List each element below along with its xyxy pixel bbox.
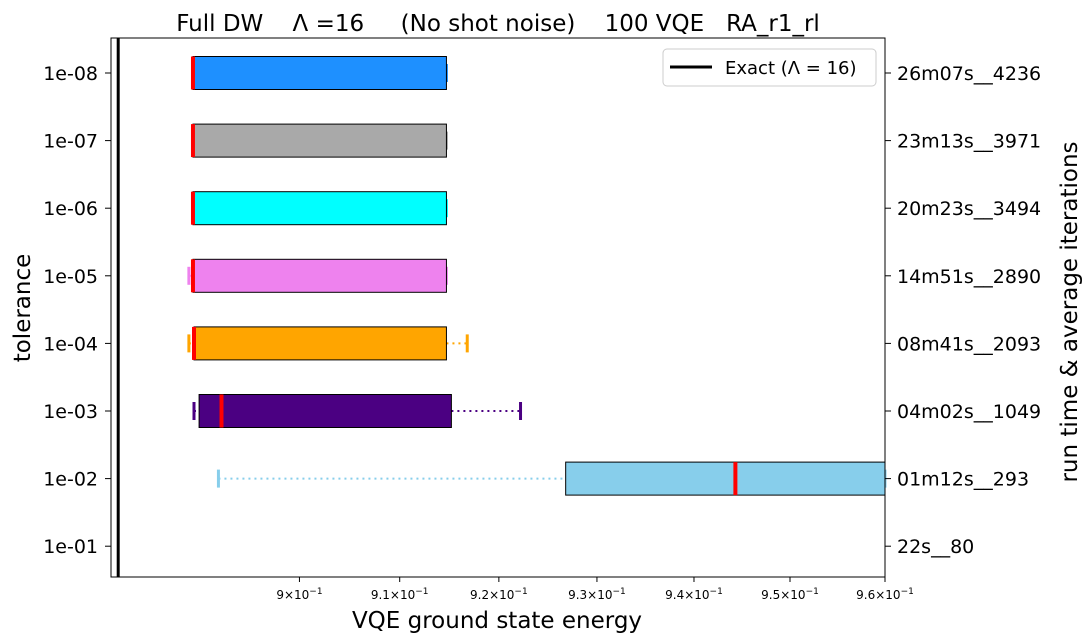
box-body-1e-08 [192,56,447,90]
y-tick-label-1e-02: 1e-02 [43,469,98,491]
box-series-group [187,56,887,496]
x-tick-label: 9.1×10−1 [371,587,429,602]
right-tick-label: 08m41s__2093 [897,333,1041,355]
right-tick-label: 20m23s__3494 [897,198,1041,220]
y-tick-label-1e-01: 1e-01 [43,536,98,558]
x-tick-label: 9×10−1 [276,587,322,602]
box-body-1e-04 [193,326,447,361]
x-tick-label: 9.4×10−1 [665,587,723,602]
y-tick-label-1e-08: 1e-08 [43,63,98,85]
right-tick-label: 14m51s__2890 [897,266,1041,288]
x-axis-label: VQE ground state energy [352,608,642,634]
chart-title: Full DW Λ =16 (No shot noise) 100 VQE RA… [176,11,820,37]
x-axis-ticks: 9×10−1 9.1×10−1 9.2×10−1 9.3×10−1 9.4×10−1 9.… [276,577,914,602]
x-tick-label: 9.5×10−1 [761,587,819,602]
legend-exact-label: Exact (Λ = 16) [725,58,857,79]
x-tick-label: 9.3×10−1 [568,587,626,602]
box-1e-08 [190,56,448,90]
x-tick-label: 9.2×10−1 [470,587,528,602]
plot-frame [110,37,886,578]
y-tick-label-1e-07: 1e-07 [43,131,98,153]
y-tick-label-1e-06: 1e-06 [43,198,98,220]
box-1e-06 [190,191,448,226]
right-tick-label: 23m13s__3971 [897,131,1041,153]
right-tick-label: 22s__80 [897,536,974,558]
y-axis-ticks: 1e-08 1e-07 1e-06 1e-05 1e-04 1e-03 1e-02 1e-01 [43,63,111,558]
box-1e-07 [190,123,448,158]
box-body-1e-02 [565,461,886,496]
y-tick-label-1e-03: 1e-03 [43,401,98,423]
y-tick-label-1e-05: 1e-05 [43,266,98,288]
box-1e-05 [187,258,448,293]
x-tick-label: 9.6×10−1 [856,587,914,602]
box-body-1e-06 [192,191,447,226]
box-1e-04 [187,326,469,361]
right-tick-label: 01m12s__293 [897,469,1029,491]
box-body-1e-05 [192,258,447,293]
y-axis-label: tolerance [10,254,36,363]
right-axis-label: run time & average iterations [1057,141,1083,482]
right-tick-label: 04m02s__1049 [897,401,1041,423]
box-1e-03 [192,394,523,428]
legend: Exact (Λ = 16) [662,48,877,87]
y-tick-label-1e-04: 1e-04 [43,333,98,355]
right-axis-ticks: 26m07s__4236 23m13s__3971 20m23s__3494 14m5… [885,63,1041,558]
legend-box [662,48,877,87]
box-1e-02 [216,461,887,496]
right-tick-label: 26m07s__4236 [897,63,1041,85]
box-body-1e-07 [192,123,447,158]
box-body-1e-03 [198,394,452,428]
